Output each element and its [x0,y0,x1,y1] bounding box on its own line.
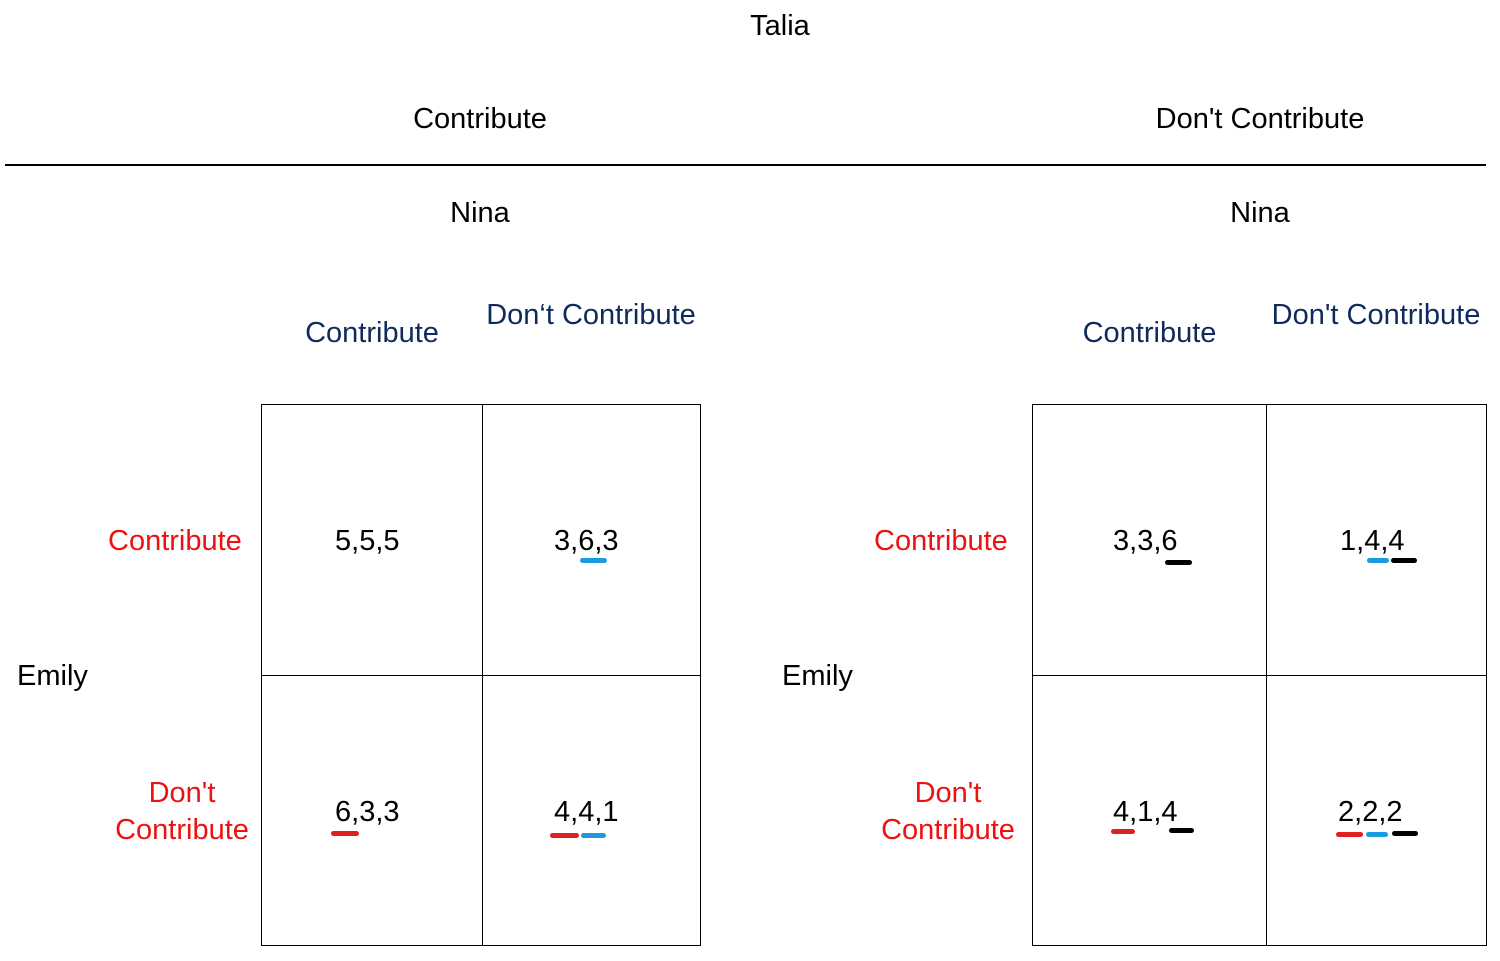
nina-best-response-underline [1366,832,1388,837]
comma: , [1129,796,1138,828]
right-matrix-horizontal-divider [1033,675,1486,676]
payoff-emily: 4 [1113,796,1130,828]
nina-best-response-underline [1367,558,1389,563]
right-cell-cd: 1,4,4 [1340,523,1405,559]
payoff-talia: 6 [1161,525,1178,557]
left-matrix-horizontal-divider [262,675,700,676]
talia-strategy-contribute: Contribute [413,103,547,135]
payoff-emily: 4 [554,796,571,828]
right-column-player-label: Nina [1230,197,1290,229]
top-player-label: Talia [750,10,810,42]
payoff-talia: 4 [1161,796,1178,828]
payoff-nina: 4 [578,796,595,828]
left-row-strategy-dont-contribute-text: Don't Contribute [115,777,249,846]
payoff-talia: 2 [1386,796,1403,828]
payoff-nina: 4 [1364,525,1381,557]
comma: , [1378,796,1387,828]
header-divider [5,164,1486,166]
left-cell-cd: 3,6,3 [554,523,619,559]
talia-strategy-dont-contribute: Don't Contribute [1155,103,1365,135]
right-col-strategy-contribute: Contribute [1082,317,1217,349]
payoff-emily: 3 [1113,525,1130,557]
talia-best-response-underline [1391,558,1417,563]
right-cell-dd: 2,2,2 [1338,794,1403,830]
payoff-nina: 1 [1137,796,1154,828]
talia-best-response-underline [1169,828,1194,833]
right-col-strategy-dont-contribute: Don't Contribute [1266,297,1486,334]
emily-best-response-underline [1111,829,1135,834]
comma: , [1153,796,1162,828]
left-row-player-label: Emily [17,660,88,692]
payoff-emily: 2 [1338,796,1355,828]
emily-best-response-underline [331,831,359,836]
nina-best-response-underline [580,558,607,563]
left-row-strategy-contribute: Contribute [108,525,242,557]
nina-best-response-underline [581,833,606,838]
left-col-strategy-contribute: Contribute [305,317,439,349]
right-payoff-matrix [1032,404,1487,946]
comma: , [570,525,579,557]
payoff-talia: 4 [1388,525,1405,557]
payoff-nina: 2 [1362,796,1379,828]
payoff-talia: 5 [383,525,400,557]
comma: , [594,525,603,557]
payoff-talia: 1 [602,796,619,828]
comma: , [1153,525,1162,557]
payoff-talia: 3 [383,796,400,828]
comma: , [594,796,603,828]
left-col-strategy-dont-contribute: Don‘t Contribute [482,297,700,334]
comma: , [1354,796,1363,828]
payoff-emily: 5 [335,525,352,557]
comma: , [351,796,360,828]
comma: , [1380,525,1389,557]
payoff-nina: 3 [1137,525,1154,557]
comma: , [375,525,384,557]
left-cell-cc: 5,5,5 [335,523,400,559]
comma: , [375,796,384,828]
right-col-strategy-dont-contribute-text: Don't Contribute [1271,299,1481,331]
payoff-nina: 3 [359,796,376,828]
talia-best-response-underline [1165,560,1192,565]
right-row-strategy-dont-contribute: Don't Contribute [872,775,1024,849]
left-col-strategy-dont-contribute-text: Don‘t Contribute [486,299,696,331]
left-payoff-matrix [261,404,701,946]
comma: , [1356,525,1365,557]
comma: , [1129,525,1138,557]
right-cell-cc: 3,3,6 [1113,523,1178,559]
emily-best-response-underline [550,833,579,838]
left-column-player-label: Nina [450,197,510,229]
payoff-nina: 6 [578,525,595,557]
payoff-emily: 6 [335,796,352,828]
talia-best-response-underline [1392,831,1418,836]
payoff-emily: 1 [1340,525,1357,557]
payoff-emily: 3 [554,525,571,557]
left-cell-dc: 6,3,3 [335,794,400,830]
left-cell-dd: 4,4,1 [554,794,619,830]
comma: , [351,525,360,557]
comma: , [570,796,579,828]
payoff-nina: 5 [359,525,376,557]
right-row-strategy-contribute: Contribute [874,525,1008,557]
payoff-talia: 3 [602,525,619,557]
emily-best-response-underline [1336,832,1363,837]
right-row-strategy-dont-contribute-text: Don't Contribute [881,777,1015,846]
left-row-strategy-dont-contribute: Don't Contribute [106,775,258,849]
right-cell-dc: 4,1,4 [1113,794,1178,830]
right-row-player-label: Emily [782,660,853,692]
